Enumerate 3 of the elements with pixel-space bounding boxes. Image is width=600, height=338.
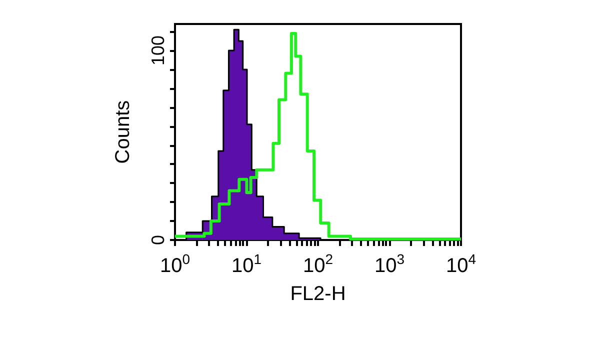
y-axis-title: Counts xyxy=(112,100,134,164)
x-axis-title: FL2-H xyxy=(290,283,346,305)
y-tick-label: 0 xyxy=(148,234,168,246)
